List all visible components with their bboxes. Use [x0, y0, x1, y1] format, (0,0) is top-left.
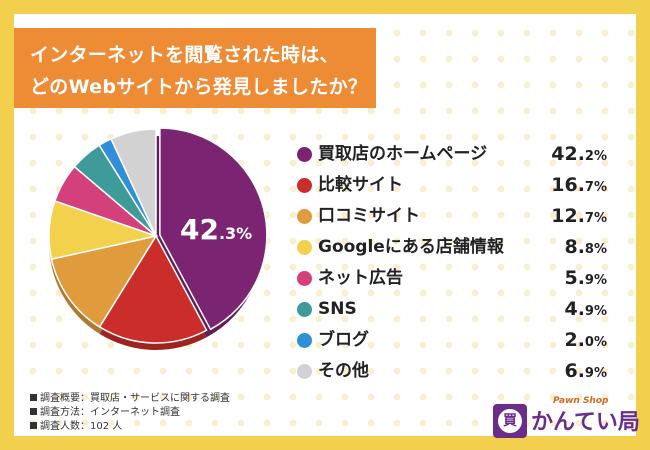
logo-tagline: Pawn Shop [553, 396, 609, 406]
legend-value: 6.9% [564, 360, 607, 382]
legend-value: 4.9% [564, 298, 607, 320]
legend-label: その他 [318, 361, 369, 381]
logo-name: かんてい局 [531, 410, 640, 435]
legend-label: ネット広告 [318, 268, 403, 288]
legend-color-dot [297, 209, 312, 224]
title-banner: インターネットを閲覧された時は、 どのWebサイトから発見しましたか？ [14, 28, 376, 108]
legend-value: 12.7% [551, 205, 607, 227]
footnote-sample-size: 調査人数：102 人 [30, 420, 230, 434]
legend-item: 口コミサイト 12.7% [297, 204, 617, 232]
legend-value: 42.2% [551, 143, 607, 165]
legend-color-dot [297, 302, 312, 317]
pie-slice [50, 234, 158, 328]
footnote-overview: 調査概要：買取店・サービスに関する調査 [30, 392, 230, 406]
legend-item: ブログ 2.0% [297, 328, 617, 356]
legend-value: 16.7% [551, 174, 607, 196]
pie-chart: 42.3% [48, 127, 268, 350]
legend-item: 買取店のホームページ 42.2% [297, 142, 617, 170]
legend-color-dot [297, 333, 312, 348]
legend-color-dot [297, 271, 312, 286]
legend-value: 8.8% [564, 236, 607, 258]
brand-logo: Pawn Shop 買 かんてい局 [493, 396, 643, 446]
legend-value: 5.9% [564, 267, 607, 289]
pie-slice [98, 234, 208, 344]
pie-slice [110, 128, 157, 237]
pie-highlight-label: 42.3% [180, 213, 252, 246]
legend-color-dot [297, 364, 312, 379]
infographic-card: インターネットを閲覧された時は、 どのWebサイトから発見しましたか？ 42.3… [14, 14, 640, 438]
legend-color-dot [297, 240, 312, 255]
legend-label: 比較サイト [318, 175, 403, 195]
legend-item: Googleにある店舗情報 8.8% [297, 235, 617, 263]
legend-item: 比較サイト 16.7% [297, 173, 617, 201]
footnote-method: 調査方法：インターネット調査 [30, 406, 230, 420]
legend-item: SNS 4.9% [297, 297, 617, 325]
title-line-1: インターネットを閲覧された時は、 [30, 44, 339, 66]
legend-label: 買取店のホームページ [318, 144, 488, 164]
legend-item: ネット広告 5.9% [297, 266, 617, 294]
legend-label: 口コミサイト [318, 206, 420, 226]
pie-slice [159, 127, 268, 331]
legend-color-dot [297, 178, 312, 193]
legend-value: 2.0% [564, 329, 607, 351]
title-line-2: どのWebサイトから発見しましたか？ [30, 76, 368, 98]
pawn-shop-icon: 買 [493, 404, 527, 438]
legend-item: その他 6.9% [297, 359, 617, 387]
legend-label: ブログ [318, 330, 369, 350]
legend-color-dot [297, 147, 312, 162]
legend-label: SNS [318, 299, 357, 319]
legend-label: Googleにある店舗情報 [318, 237, 504, 257]
survey-footnotes: 調査概要：買取店・サービスに関する調査 調査方法：インターネット調査 調査人数：… [30, 392, 230, 434]
